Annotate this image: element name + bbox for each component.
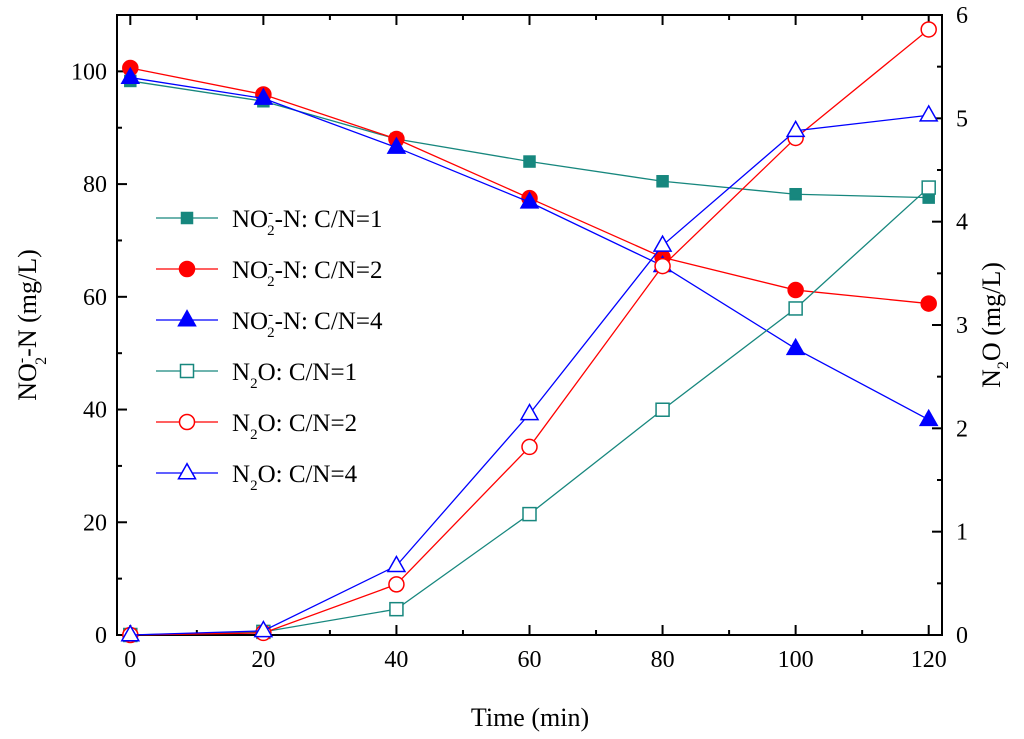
legend-entry: NO-2-N: C/N=2 — [156, 256, 382, 290]
y-right-label-sub: 2 — [995, 361, 1012, 369]
data-point — [253, 620, 274, 638]
data-point — [920, 21, 937, 38]
data-point — [519, 403, 540, 421]
x-tick-label: 0 — [124, 647, 136, 673]
data-point — [120, 624, 141, 642]
data-point — [523, 155, 536, 168]
y-left-tick-label: 20 — [83, 510, 107, 536]
legend-label: N2O: C/N=4 — [232, 461, 358, 494]
y-right-tick-label: 4 — [956, 210, 968, 236]
y-right-tick-label: 0 — [956, 623, 968, 649]
x-tick-label: 120 — [911, 647, 947, 673]
legend-label: NO-2-N: C/N=4 — [232, 307, 383, 341]
legend: NO-2-N: C/N=1 NO-2-N: C/N=2 NO-2-N: C/N=4 N… — [156, 205, 383, 494]
x-tick-label: 100 — [778, 647, 814, 673]
legend-label: N2O: C/N=2 — [232, 410, 357, 443]
x-tick-label: 40 — [384, 647, 408, 673]
y-right-tick-label: 2 — [956, 416, 968, 442]
legend-label: N2O: C/N=1 — [232, 359, 357, 392]
data-point — [785, 337, 806, 356]
data-point — [918, 408, 939, 427]
legend-marker — [179, 363, 195, 379]
data-point — [521, 438, 538, 456]
axis-ticks: 0 20 40 60 80 100 120 0 20 40 60 80 100 0 1 2 3 4 5 6 — [71, 3, 968, 673]
x-tick-label: 80 — [651, 647, 675, 673]
data-point — [921, 180, 936, 195]
data-point — [386, 136, 407, 154]
legend-label: NO-2-N: C/N=1 — [232, 205, 382, 239]
x-tick-label: 60 — [518, 647, 542, 673]
y-right-tick-label: 1 — [956, 520, 968, 546]
y-left-tick-label: 0 — [95, 623, 107, 649]
data-point — [522, 506, 537, 522]
y-left-tick-label: 80 — [83, 172, 107, 198]
y-right-label-main: N — [977, 369, 1006, 388]
x-tick-label: 20 — [251, 647, 275, 673]
y-left-label-sub: 2 — [33, 357, 50, 365]
legend-marker — [178, 413, 196, 431]
legend-entry: N2O: C/N=1 — [156, 359, 357, 392]
legend-entry: N2O: C/N=4 — [156, 461, 358, 494]
data-point — [789, 187, 802, 201]
legend-marker — [177, 309, 197, 327]
y-right-tick-label: 5 — [956, 106, 968, 132]
y-left-tick-label: 60 — [83, 285, 107, 311]
data-point — [654, 257, 671, 275]
series-line — [130, 80, 929, 199]
series-6 — [120, 104, 939, 642]
data-point — [120, 66, 141, 85]
legend-entry: NO-2-N: C/N=4 — [156, 307, 383, 341]
data-point — [656, 175, 669, 188]
legend-marker — [178, 260, 196, 278]
legend-entry: NO-2-N: C/N=1 — [156, 205, 382, 239]
data-point — [787, 281, 804, 299]
data-point — [785, 119, 806, 138]
legend-marker — [180, 211, 194, 225]
legend-marker — [177, 462, 197, 480]
data-point — [655, 402, 670, 417]
y-left-tick-label: 100 — [71, 59, 107, 85]
data-point — [652, 234, 673, 252]
series-layer — [120, 21, 939, 644]
y-axis-label-left: NO- 2-N (mg/L) — [13, 249, 50, 400]
series-1 — [124, 74, 935, 204]
data-point — [388, 576, 405, 593]
data-point — [389, 601, 404, 617]
data-point — [918, 104, 939, 122]
y-right-tick-label: 3 — [956, 313, 968, 339]
data-point — [386, 554, 407, 573]
y-axis-label-right: N2O (mg/L) — [977, 262, 1012, 388]
legend-label: NO-2-N: C/N=2 — [232, 256, 382, 290]
y-left-label-main: NO — [13, 363, 42, 401]
legend-entry: N2O: C/N=2 — [156, 410, 357, 443]
data-point — [519, 191, 540, 209]
y-left-label-sup: - — [13, 358, 30, 363]
y-right-tick-label: 6 — [956, 3, 968, 29]
y-left-label-tail: -N (mg/L) — [13, 249, 42, 357]
data-point — [253, 87, 274, 105]
data-point — [788, 301, 803, 316]
y-right-label-tail: O (mg/L) — [977, 262, 1006, 361]
data-point — [920, 295, 937, 312]
y-left-tick-label: 40 — [83, 398, 107, 424]
x-axis-label: Time (min) — [471, 703, 589, 732]
